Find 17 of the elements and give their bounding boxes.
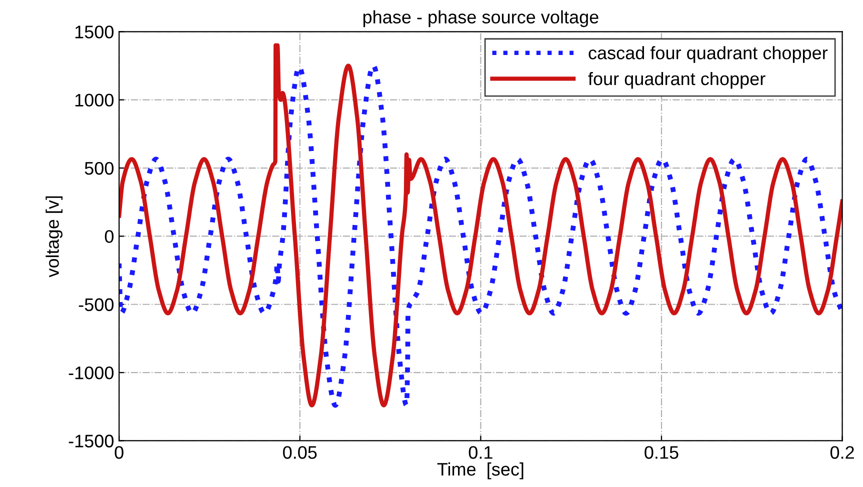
y-tick-label: 1500 xyxy=(75,26,114,38)
y-tick-label: 500 xyxy=(84,162,114,175)
y-tick-label: -1000 xyxy=(68,366,114,380)
x-tick-label: 0.1 xyxy=(468,446,492,459)
y-tick-label: 0 xyxy=(104,230,114,243)
x-tick-label: 0.15 xyxy=(644,446,678,459)
x-tick-label: 0.05 xyxy=(283,446,317,459)
chart-title: phase - phase source voltage xyxy=(363,10,598,28)
x-axis-title: Time [sec] xyxy=(437,462,524,480)
x-tick-label: 0.2 xyxy=(830,446,854,459)
x-tick-label: 0 xyxy=(114,446,124,459)
y-tick-label: -500 xyxy=(78,298,114,312)
y-axis-title: voltage [v] xyxy=(46,196,63,278)
y-tick-label: -1500 xyxy=(68,434,114,448)
legend-label: cascad four quadrant chopper xyxy=(588,46,828,63)
y-tick-label: 1000 xyxy=(75,94,114,107)
legend-label: four quadrant chopper xyxy=(588,72,766,89)
